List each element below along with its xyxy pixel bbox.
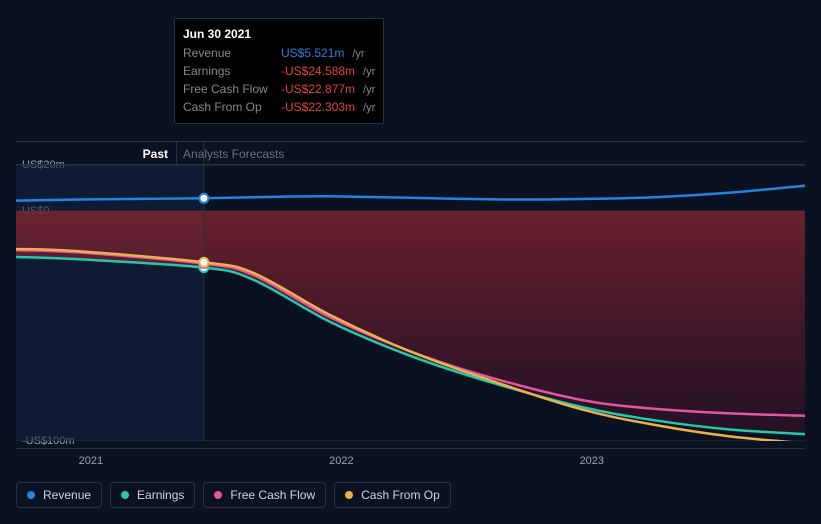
legend-label: Earnings xyxy=(137,488,184,502)
tooltip-metric-unit: /yr xyxy=(363,82,375,99)
x-axis-tick-label: 2022 xyxy=(329,455,353,467)
tooltip-metric-label: Revenue xyxy=(183,45,273,62)
legend-item-cfo[interactable]: Cash From Op xyxy=(334,482,451,508)
legend-label: Cash From Op xyxy=(361,488,440,502)
tooltip-date: Jun 30 2021 xyxy=(183,23,375,45)
tooltip-row: Free Cash Flow -US$22.877m/yr xyxy=(183,81,375,99)
tooltip-row: Cash From Op -US$22.303m/yr xyxy=(183,99,375,117)
tooltip-row: Revenue US$5.521m/yr xyxy=(183,45,375,63)
tooltip-metric-value: -US$22.877m xyxy=(281,81,355,98)
x-axis-tick-label: 2023 xyxy=(580,455,604,467)
tooltip-row: Earnings -US$24.588m/yr xyxy=(183,63,375,81)
tooltip-metric-label: Earnings xyxy=(183,63,273,80)
legend-swatch-icon xyxy=(121,491,129,499)
x-axis: 2021 2022 2023 xyxy=(16,448,805,468)
tooltip-metric-value: US$5.521m xyxy=(281,45,344,62)
legend-swatch-icon xyxy=(214,491,222,499)
cfo-marker xyxy=(199,258,208,267)
legend-label: Revenue xyxy=(43,488,91,502)
tooltip-metric-unit: /yr xyxy=(363,100,375,117)
legend-label: Free Cash Flow xyxy=(230,488,315,502)
tooltip-metric-unit: /yr xyxy=(363,64,375,81)
tooltip-metric-value: -US$24.588m xyxy=(281,63,355,80)
past-region xyxy=(16,165,204,441)
legend-item-revenue[interactable]: Revenue xyxy=(16,482,102,508)
tooltip-metric-label: Cash From Op xyxy=(183,99,273,116)
legend-swatch-icon xyxy=(345,491,353,499)
legend-item-fcf[interactable]: Free Cash Flow xyxy=(203,482,326,508)
x-axis-tick-label: 2021 xyxy=(79,455,103,467)
hover-tooltip: Jun 30 2021 RevenueUS$5.521m/yrEarnings-… xyxy=(174,18,384,124)
tooltip-metric-label: Free Cash Flow xyxy=(183,81,273,98)
legend-swatch-icon xyxy=(27,491,35,499)
revenue-marker xyxy=(199,194,208,203)
tooltip-metric-value: -US$22.303m xyxy=(281,99,355,116)
legend-item-earnings[interactable]: Earnings xyxy=(110,482,195,508)
legend: Revenue Earnings Free Cash Flow Cash From O… xyxy=(16,482,451,508)
financials-chart[interactable] xyxy=(16,141,805,441)
tooltip-metric-unit: /yr xyxy=(352,46,364,63)
